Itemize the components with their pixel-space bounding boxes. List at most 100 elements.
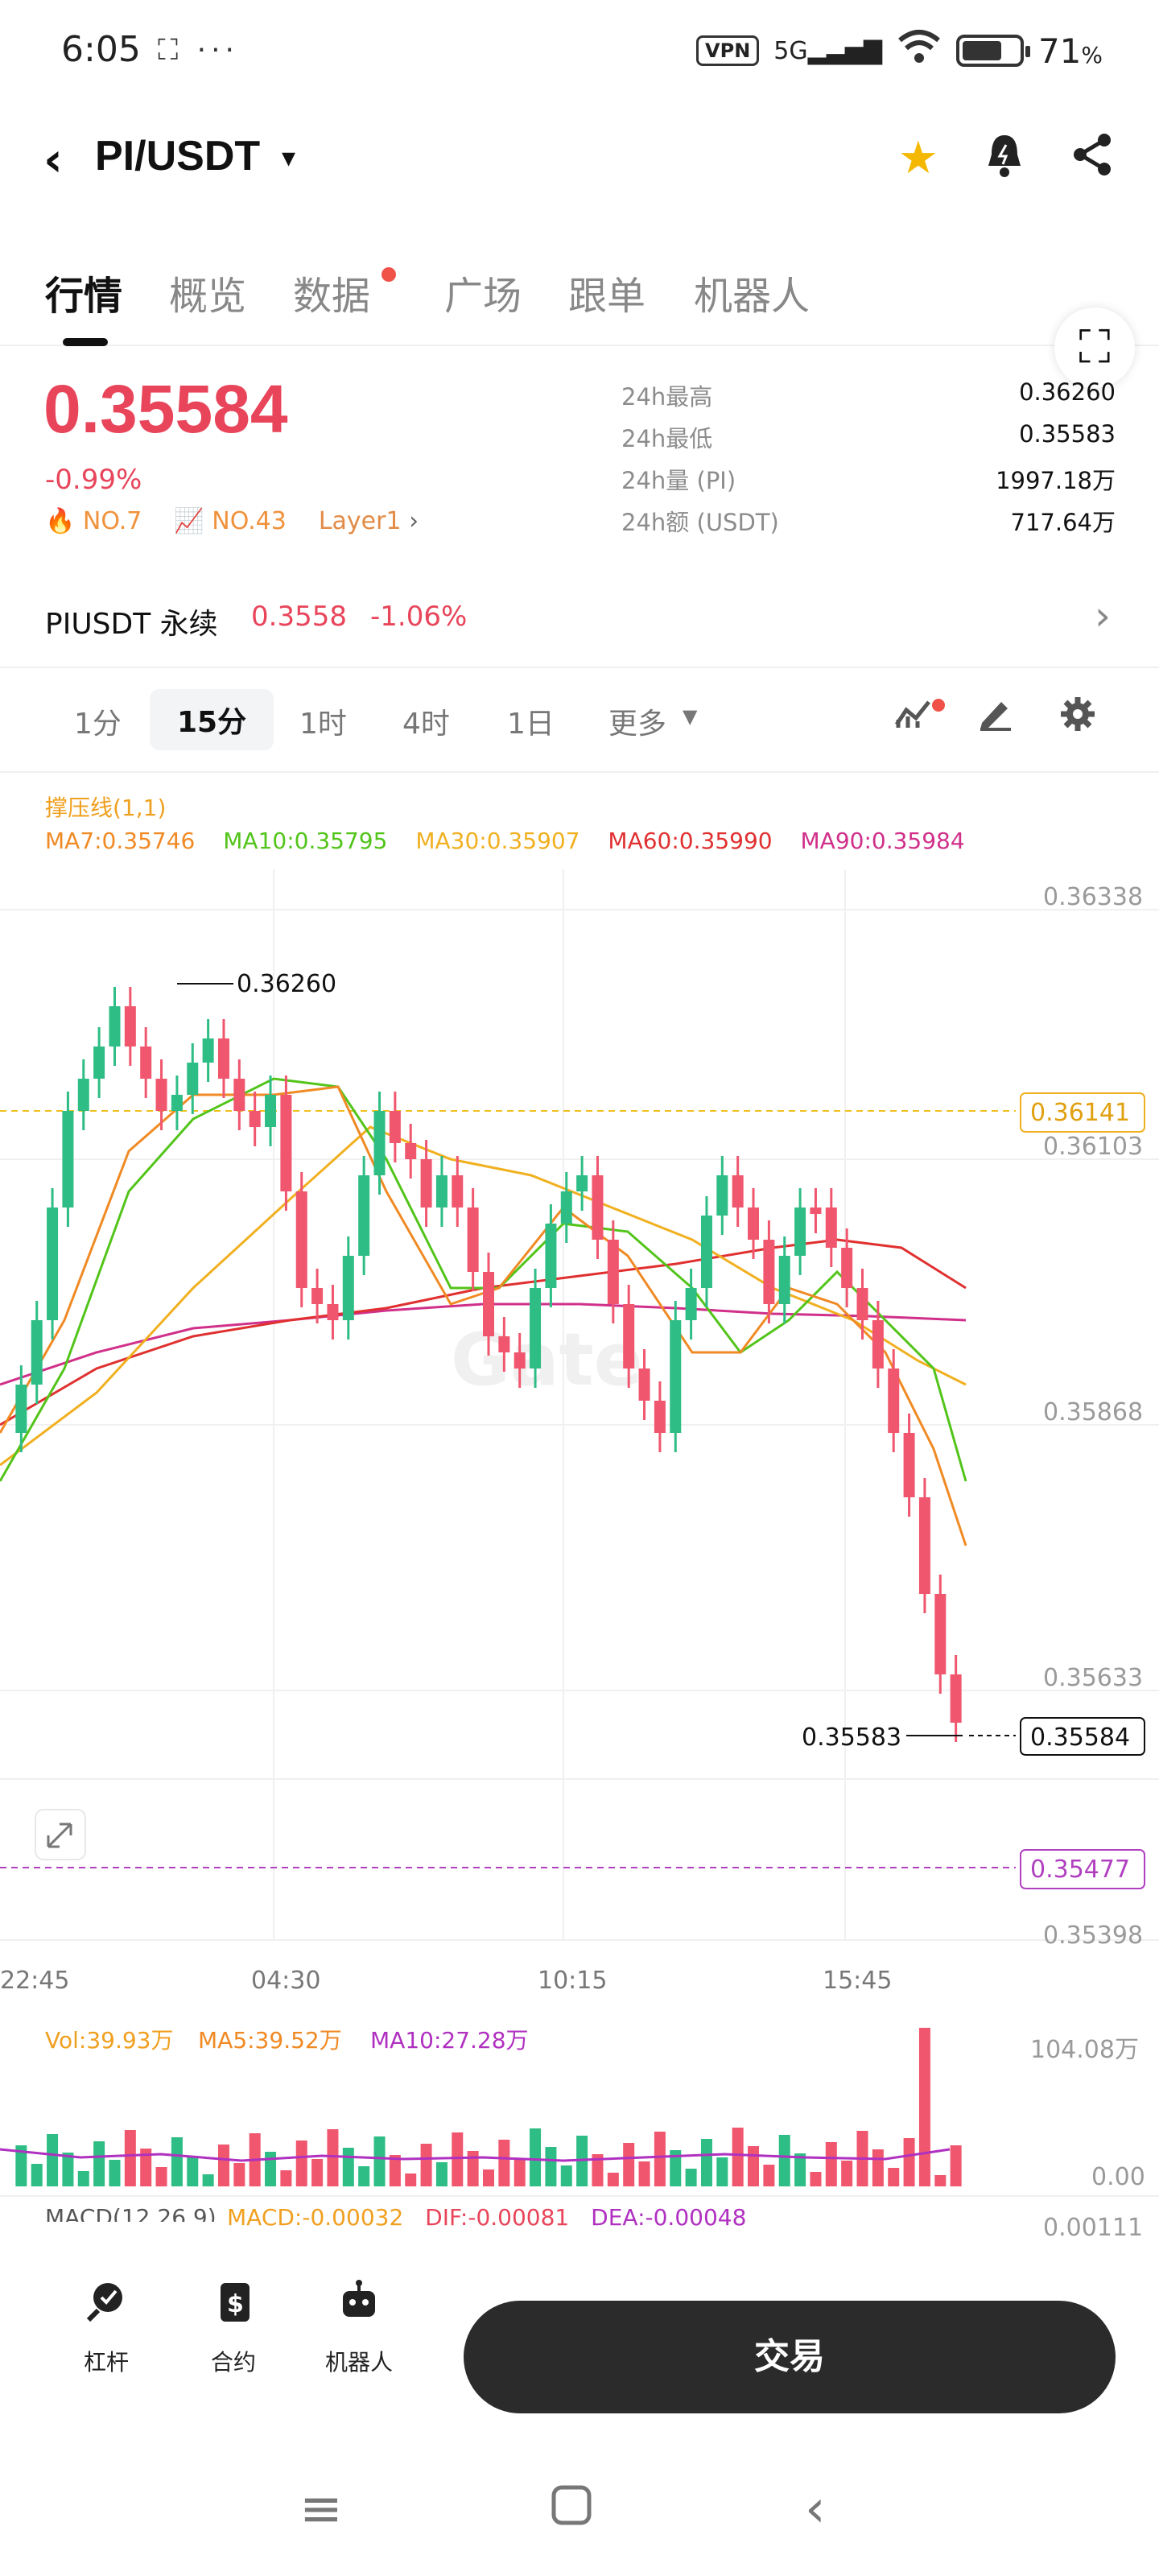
expand-chart-icon[interactable] — [35, 1809, 86, 1860]
volume-bar — [483, 2169, 494, 2186]
back-nav-icon[interactable]: ‹ — [805, 2479, 826, 2539]
ma60-label: MA60:0.35990 — [608, 828, 773, 854]
macd-label: MACD(12,26,9) — [45, 2204, 217, 2222]
volume-bar — [452, 2132, 464, 2186]
pair-title[interactable]: PI/USDT — [95, 133, 261, 180]
volume-bar — [93, 2141, 105, 2186]
interval-more[interactable]: 更多 — [608, 708, 667, 741]
volume-bar — [155, 2167, 167, 2186]
volume-bar — [794, 2153, 806, 2186]
interval-bar: 1分 15分 1时 4时 1日 更多 ▼ — [0, 668, 1159, 773]
menu-icon[interactable]: ≡ — [299, 2479, 343, 2539]
settings-gear-icon[interactable] — [1059, 696, 1096, 741]
volume-bar — [700, 2139, 712, 2186]
pair-header: ‹ PI/USDT ▾ ★ — [0, 121, 1159, 201]
interval-15m[interactable]: 15分 — [150, 689, 274, 750]
volume-bar — [467, 2151, 479, 2186]
candle-body — [700, 1216, 712, 1288]
candle-body — [560, 1191, 572, 1224]
interval-1m[interactable]: 1分 — [74, 708, 122, 741]
share-icon[interactable] — [1070, 132, 1116, 192]
volume-bar — [295, 2140, 307, 2186]
volume-bar — [187, 2156, 199, 2186]
y-tick: 0.35633 — [1043, 1664, 1143, 1692]
volume-bar — [888, 2168, 900, 2186]
volume-bar — [124, 2130, 136, 2186]
volume-bar — [560, 2165, 572, 2186]
candle-body — [327, 1304, 339, 1320]
candle-body — [93, 1046, 105, 1079]
back-icon[interactable]: ‹ — [43, 132, 63, 187]
kline-chart[interactable]: Gate 0.36338 0.36103 0.35868 0.35633 0.3… — [0, 869, 1159, 2242]
stat-label: 24h额 (USDT) — [621, 509, 779, 536]
price-summary: 0.35584 -0.99% 🔥 NO.7 📈 NO.43 Layer1 › 2… — [0, 362, 1159, 572]
interval-1d[interactable]: 1日 — [507, 708, 555, 741]
high-label: 0.36260 — [237, 970, 336, 998]
volume-bar — [903, 2138, 915, 2186]
candle-body — [545, 1224, 557, 1288]
volume-bar — [265, 2152, 277, 2186]
perpetual-price: 0.3558 — [251, 601, 347, 633]
tab-copy-trading[interactable]: 跟单 — [568, 274, 646, 319]
more-caret-icon: ▼ — [683, 705, 698, 728]
favorite-star-icon[interactable]: ★ — [897, 132, 938, 184]
qr-scan-icon[interactable]: ⛶ — [1054, 308, 1135, 388]
futures-nav[interactable]: $ 合约 — [185, 2278, 282, 2377]
price-alert-bell-icon[interactable] — [982, 132, 1027, 192]
interval-1h[interactable]: 1时 — [299, 708, 347, 741]
candle-body — [498, 1336, 510, 1352]
candle-body — [872, 1320, 884, 1368]
volume-bar — [810, 2172, 822, 2186]
candle-body — [233, 1079, 245, 1111]
tab-bots[interactable]: 机器人 — [694, 274, 810, 319]
volume-bar — [62, 2153, 74, 2186]
futures-label: 合约 — [210, 2349, 256, 2376]
hot-rank-badge[interactable]: 🔥 NO.7 — [45, 507, 142, 535]
volume-bar — [389, 2155, 401, 2186]
vol-ma10-label: MA10:27.28万 — [370, 2027, 529, 2054]
volume-bar — [545, 2147, 557, 2186]
x-tick: 22:45 — [0, 1967, 69, 1995]
draw-pen-icon[interactable] — [977, 696, 1014, 740]
pair-dropdown-caret-icon[interactable]: ▾ — [282, 142, 296, 174]
volume-bar — [202, 2174, 214, 2186]
gainer-rank-badge[interactable]: 📈 NO.43 — [174, 507, 287, 535]
volume-bar — [405, 2174, 417, 2186]
candle-body — [202, 1038, 214, 1063]
candle-body — [405, 1143, 417, 1159]
candle-body — [607, 1240, 619, 1304]
vol-zero-tick: 0.00 — [1091, 2163, 1145, 2191]
signal-icon: 5G▂▃▅▇ — [773, 36, 882, 65]
candle-body — [452, 1175, 464, 1208]
indicators-icon[interactable] — [893, 696, 934, 740]
volume-bar — [327, 2129, 339, 2186]
status-time: 6:05 — [61, 29, 141, 70]
volume-bar — [685, 2169, 697, 2186]
volume-bar — [109, 2160, 121, 2186]
tab-data[interactable]: 数据 — [293, 274, 371, 319]
candle-body — [187, 1063, 199, 1095]
leverage-nav[interactable]: 杠杆 — [58, 2278, 155, 2377]
perpetual-row[interactable]: PIUSDT 永续 0.3558 -1.06% › — [0, 588, 1159, 668]
tab-overview[interactable]: 概览 — [169, 274, 247, 319]
trade-button[interactable]: 交易 — [464, 2301, 1116, 2413]
volume-bar — [748, 2146, 760, 2186]
candle-body — [77, 1079, 89, 1111]
macd-value: MACD:-0.00032 — [227, 2204, 404, 2231]
candle-body — [638, 1368, 650, 1401]
tab-market[interactable]: 行情 — [45, 274, 123, 319]
tab-square[interactable]: 广场 — [444, 274, 522, 319]
volume-bar — [342, 2148, 354, 2186]
bot-nav[interactable]: 机器人 — [311, 2278, 407, 2377]
home-icon[interactable] — [551, 2479, 592, 2539]
sector-tag[interactable]: Layer1 › — [318, 507, 419, 535]
candle-body — [592, 1175, 604, 1240]
dif-value: DIF:-0.00081 — [425, 2204, 570, 2231]
volume-bar — [171, 2137, 183, 2186]
battery-icon — [955, 35, 1030, 67]
candle-body — [794, 1208, 806, 1256]
bottom-action-bar: 杠杆 $ 合约 机器人 交易 — [0, 2254, 1159, 2447]
active-tab-indicator — [63, 338, 108, 346]
interval-4h[interactable]: 4时 — [402, 708, 450, 741]
volume-bar — [670, 2150, 682, 2186]
